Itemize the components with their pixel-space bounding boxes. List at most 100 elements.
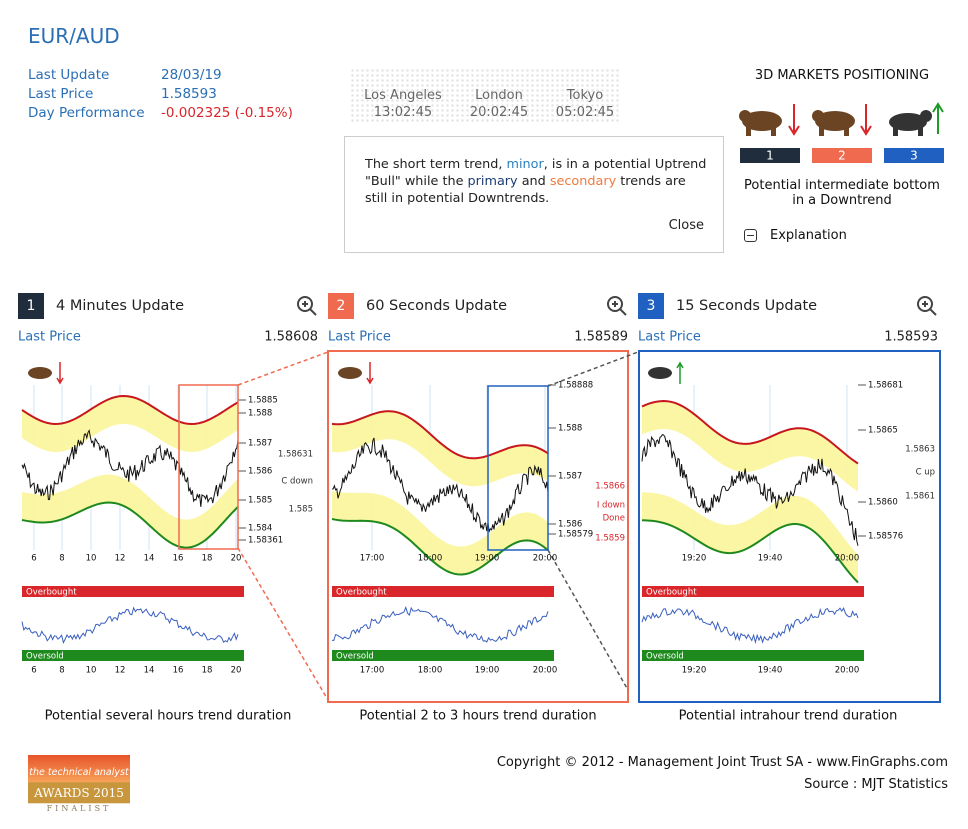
source: Source : MJT Statistics [804, 777, 948, 792]
text: and [517, 174, 550, 189]
zoom-icon [297, 296, 313, 312]
price-tick-label: 1.58888 [558, 381, 593, 391]
connector [237, 351, 329, 386]
side-label: 1.585 [289, 505, 313, 515]
award-text: FINALIST [46, 804, 112, 813]
world-map [350, 68, 620, 124]
last-price: 1.58608 [264, 330, 318, 345]
lower-band [21, 501, 239, 549]
x-tick-label: 19:20 [682, 554, 707, 564]
duration: Potential intrahour trend duration [679, 709, 898, 724]
symbol: EUR/AUD [28, 24, 120, 48]
badge-label: 3 [910, 149, 918, 163]
last-price-label: Last Price [328, 330, 391, 345]
overbought-label: Overbought [336, 588, 387, 598]
label: Last Price [28, 86, 94, 102]
zoom-icon [917, 296, 933, 312]
award-text: AWARDS 2015 [34, 786, 124, 800]
panel-number: 1 [27, 298, 36, 314]
zoom-frame [178, 384, 239, 550]
x-tick-label: 20 [231, 666, 242, 676]
oscillator-line [331, 605, 549, 643]
text: minor [506, 157, 544, 172]
side-label: 1.58631 [278, 450, 313, 460]
time: 20:02:45 [469, 105, 529, 120]
side-label: C up [916, 468, 935, 478]
panel-border [327, 350, 629, 703]
zoom-button[interactable] [297, 296, 317, 316]
zoom-icon [922, 301, 937, 316]
close-button[interactable]: Close [668, 218, 704, 233]
price-tick-label: 1.586 [558, 520, 582, 530]
connector [237, 547, 329, 701]
zoom-icon [612, 301, 627, 316]
side-label: I down [597, 501, 625, 511]
overbought-bar [332, 586, 554, 597]
side-label: 1.5866 [595, 482, 625, 492]
explanation-link[interactable]: Explanation [770, 228, 847, 243]
note-text: The short term trend, minor, is in a pot… [365, 156, 710, 207]
x-tick-label: 8 [59, 666, 64, 676]
side-label: 1.5863 [905, 445, 935, 455]
panel-badge [328, 293, 354, 319]
price-tick-label: 1.58576 [868, 532, 903, 542]
x-tick-label: 17:00 [360, 666, 385, 676]
duration: Potential several hours trend duration [45, 709, 292, 724]
last-price: 1.58589 [574, 330, 628, 345]
x-tick-label: 20:00 [533, 554, 558, 564]
price-tick-label: 1.58681 [868, 381, 903, 391]
panel-badge [638, 293, 664, 319]
trend-arrow [366, 362, 374, 385]
zoom-icon [607, 296, 623, 312]
price-line [21, 429, 239, 507]
time: 13:02:45 [373, 105, 433, 120]
price-tick-label: 1.5885 [248, 396, 278, 406]
panel-title: 4 Minutes Update [56, 298, 184, 314]
x-tick-label: 10 [86, 554, 97, 564]
x-tick-label: 18 [202, 554, 213, 564]
up-arrow [932, 102, 944, 134]
price-tick-label: 1.58361 [248, 536, 283, 546]
zoom-button[interactable] [917, 296, 937, 316]
panel-border [638, 350, 941, 703]
price-tick-label: 1.588 [558, 424, 582, 434]
badge [884, 148, 944, 163]
x-tick-label: 19:40 [758, 554, 783, 564]
duration: Potential 2 to 3 hours trend duration [359, 709, 596, 724]
x-tick-label: 20 [231, 554, 242, 564]
value: 28/03/19 [161, 67, 222, 83]
award-text: the technical analyst [29, 767, 129, 778]
last-price-label: Last Price [18, 330, 81, 345]
x-tick-label: 19:40 [758, 666, 783, 676]
time: 05:02:45 [555, 105, 615, 120]
x-tick-label: 16 [173, 554, 184, 564]
oversold-label: Oversold [646, 652, 684, 662]
text: secondary [549, 174, 617, 189]
badge-label: 2 [838, 149, 846, 163]
x-tick-label: 6 [31, 666, 36, 676]
oversold-bar [22, 650, 244, 661]
x-tick-label: 20:00 [533, 666, 558, 676]
x-tick-label: 14 [144, 666, 155, 676]
text: The short term trend, [365, 157, 507, 172]
zoom-icon [302, 301, 317, 316]
oscillator-line [21, 606, 239, 645]
side-label: 1.5859 [595, 534, 625, 544]
text: trends are still in potential Downtrends… [365, 174, 686, 206]
zoom-button[interactable] [607, 296, 627, 316]
city: London [475, 88, 523, 103]
collapse-icon[interactable] [744, 229, 757, 242]
badge [812, 148, 872, 163]
x-tick-label: 16 [173, 666, 184, 676]
x-tick-label: 20:00 [835, 666, 860, 676]
price-line [331, 437, 549, 534]
overbought-bar [22, 586, 244, 597]
positioning-title: 3D MARKETS POSITIONING [754, 68, 930, 83]
bull-icon [889, 110, 932, 136]
price-tick-label: 1.584 [248, 524, 272, 534]
upper-band [641, 399, 859, 465]
panel-title: 15 Seconds Update [676, 298, 817, 314]
badge [740, 148, 800, 163]
price-tick-label: 1.588 [248, 409, 272, 419]
